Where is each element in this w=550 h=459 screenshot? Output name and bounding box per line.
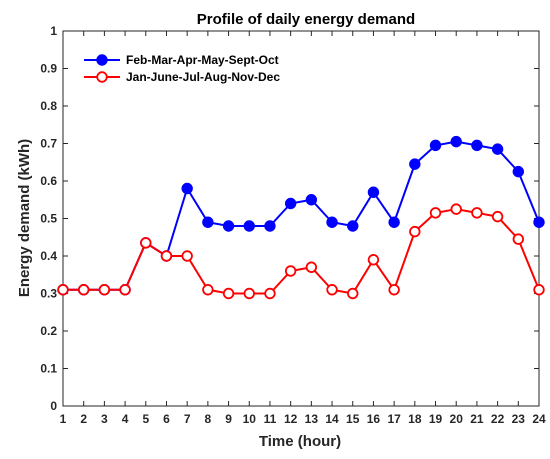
x-tick-label: 1 — [60, 412, 67, 426]
legend: Feb-Mar-Apr-May-Sept-Oct Jan-June-Jul-Aug… — [84, 53, 280, 84]
series-1-point — [202, 216, 214, 228]
series-1-point — [388, 216, 400, 228]
legend-marker-1 — [96, 54, 108, 66]
plot-area: 00.10.20.30.40.50.60.70.80.911 2 3 4 5 6 7 8 9 10… — [40, 24, 546, 426]
legend-label-1: Feb-Mar-Apr-May-Sept-Oct — [126, 53, 279, 67]
x-tick-label: 24 — [532, 412, 546, 426]
x-tick-label: 13 — [305, 412, 319, 426]
y-tick-label: 0.1 — [40, 362, 57, 376]
series-2-point — [347, 287, 359, 300]
y-axis-label: Energy demand (kWh) — [16, 139, 33, 297]
series-1-point — [305, 194, 318, 206]
series-1-point — [347, 220, 359, 232]
x-tick-label: 7 — [184, 412, 191, 426]
series-2-point — [202, 284, 214, 296]
series-2-point — [326, 284, 338, 296]
y-tick-label: 0 — [50, 399, 57, 413]
x-tick-label: 11 — [264, 412, 277, 426]
x-tick-label: 20 — [450, 412, 464, 426]
x-tick-label: 14 — [325, 412, 339, 426]
x-tick-label: 19 — [429, 412, 443, 426]
series-1-point — [222, 220, 235, 232]
series-2-point — [181, 250, 193, 262]
series-2-point — [367, 254, 380, 266]
series-2-point — [533, 284, 545, 296]
x-tick-label: 21 — [470, 412, 484, 426]
y-tick-label: 1 — [50, 24, 57, 38]
y-tick-label: 0.3 — [40, 287, 57, 301]
x-tick-label: 17 — [387, 412, 401, 426]
x-tick-label: 10 — [243, 412, 257, 426]
series-2-point — [450, 203, 462, 215]
y-tick-label: 0.8 — [40, 99, 57, 113]
series-2-point — [305, 261, 318, 273]
series-2-point — [264, 287, 276, 300]
series-2-point — [429, 207, 442, 219]
series-1-point — [512, 165, 525, 178]
series-2-point — [77, 284, 90, 296]
series-1-point — [409, 158, 421, 170]
series-2-point — [98, 284, 111, 296]
series-2-point — [160, 250, 173, 262]
chart-title: Profile of daily energy demand — [197, 11, 415, 28]
series-2-point — [119, 284, 131, 296]
y-tick-label: 0.5 — [40, 212, 57, 226]
x-tick-label: 15 — [346, 412, 360, 426]
x-tick-label: 18 — [408, 412, 422, 426]
axes-box — [62, 30, 540, 407]
series-2-point — [57, 284, 69, 296]
y-tick-label: 0.6 — [40, 174, 57, 188]
series-1-point — [181, 182, 193, 195]
series-1-point — [533, 216, 545, 228]
series-1-point — [491, 143, 504, 155]
x-tick-label: 4 — [122, 412, 129, 426]
series-2-point — [388, 284, 400, 296]
legend-marker-2 — [96, 71, 108, 83]
x-axis-label: Time (hour) — [259, 433, 341, 450]
series-1-point — [326, 216, 338, 228]
x-tick-label: 2 — [80, 412, 87, 426]
series-2-point — [491, 210, 504, 223]
legend-label-2: Jan-June-Jul-Aug-Nov-Dec — [126, 70, 280, 84]
series-1-point — [471, 139, 483, 152]
series-2-point — [471, 207, 483, 219]
series-line-2 — [63, 208, 540, 295]
series-1-point — [429, 139, 442, 152]
x-tick-label: 3 — [101, 412, 108, 426]
series-1-point — [367, 186, 380, 198]
series-2-point — [409, 225, 421, 238]
series-1-point — [284, 197, 297, 210]
x-tick-label: 16 — [367, 412, 381, 426]
x-tick-label: 23 — [512, 412, 526, 426]
y-tick-label: 0.4 — [40, 249, 57, 263]
y-tick-label: 0.7 — [40, 137, 57, 151]
x-tick-label: 6 — [163, 412, 170, 426]
x-tick-label: 9 — [225, 412, 232, 426]
series-2-point — [222, 287, 235, 300]
x-tick-label: 5 — [142, 412, 149, 426]
series-1-point — [243, 220, 255, 232]
series-1-point — [450, 135, 462, 148]
series-2-point — [243, 287, 255, 300]
series-2-point — [140, 237, 152, 249]
x-tick-label: 22 — [491, 412, 505, 426]
x-tick-label: 12 — [284, 412, 298, 426]
series-2-point — [512, 233, 525, 245]
y-tick-label: 0.9 — [40, 62, 57, 76]
series-1-point — [264, 220, 276, 232]
y-tick-label: 0.2 — [40, 324, 57, 338]
series-2-point — [284, 265, 297, 277]
x-tick-label: 8 — [205, 412, 212, 426]
